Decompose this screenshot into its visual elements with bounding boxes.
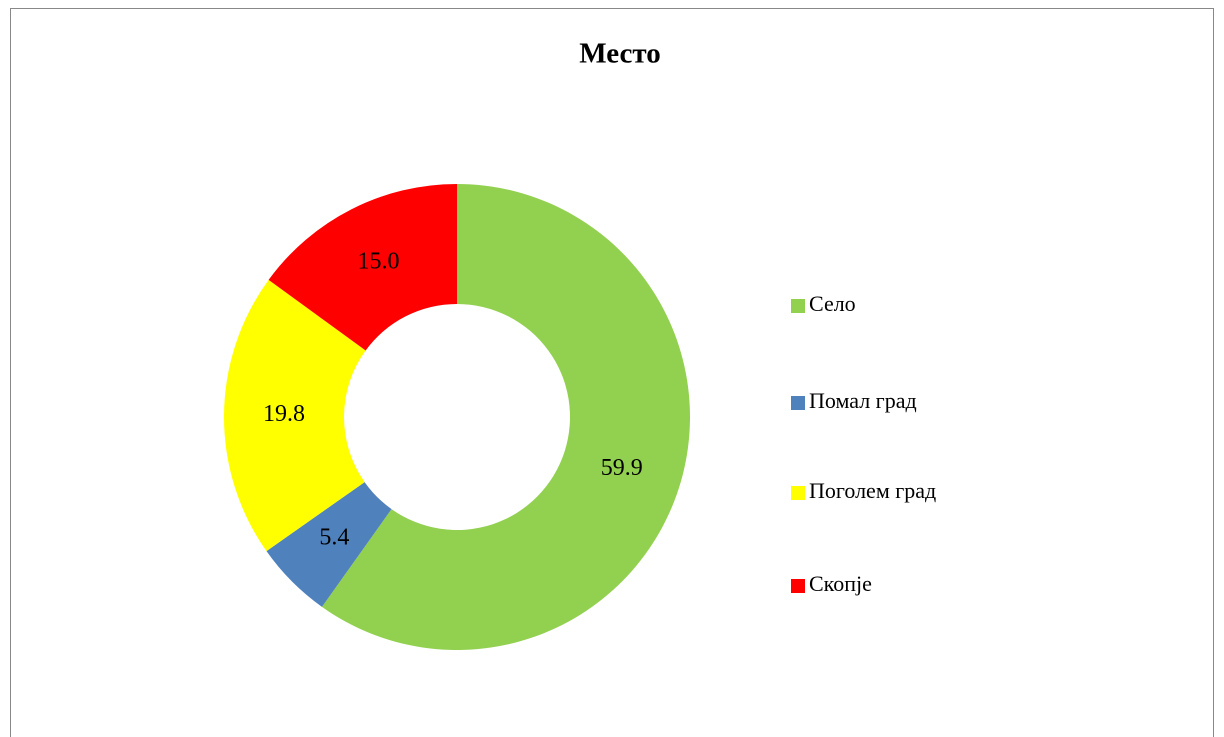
donut-segment [321, 184, 690, 650]
legend-swatch [791, 299, 805, 313]
donut-segment [268, 184, 457, 351]
legend-swatch [791, 486, 805, 500]
legend-label: Скопје [809, 571, 872, 596]
data-label: 5.4 [319, 525, 349, 551]
donut-segment [266, 482, 392, 607]
legend-label: Помал град [809, 388, 917, 413]
chart-title: Место [579, 38, 660, 70]
data-label: 15.0 [358, 248, 400, 274]
legend-label: Поголем град [809, 478, 936, 503]
legend-swatch [791, 396, 805, 410]
donut-segment [224, 279, 366, 552]
data-label: 59.9 [601, 455, 643, 481]
data-label: 19.8 [263, 401, 305, 427]
legend-label: Село [809, 291, 856, 316]
legend-swatch [791, 579, 805, 593]
